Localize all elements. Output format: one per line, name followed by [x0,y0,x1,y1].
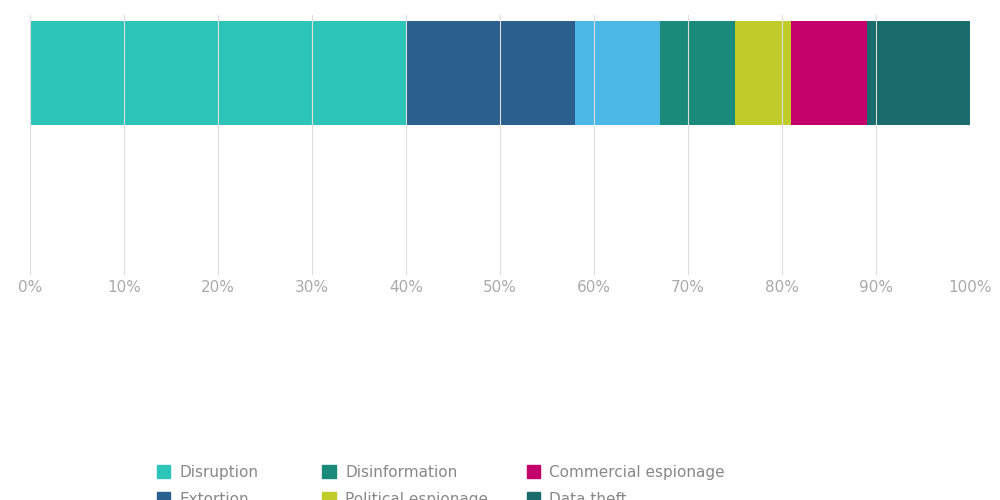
Bar [735,21,791,125]
Legend: Disruption, Extortion, Financial gain, Disinformation, Political espionage, Comm: Disruption, Extortion, Financial gain, D… [150,458,731,500]
Bar [660,21,735,125]
Bar [406,21,575,125]
Bar [791,21,867,125]
Bar [575,21,660,125]
Bar [30,21,406,125]
Bar [867,21,970,125]
